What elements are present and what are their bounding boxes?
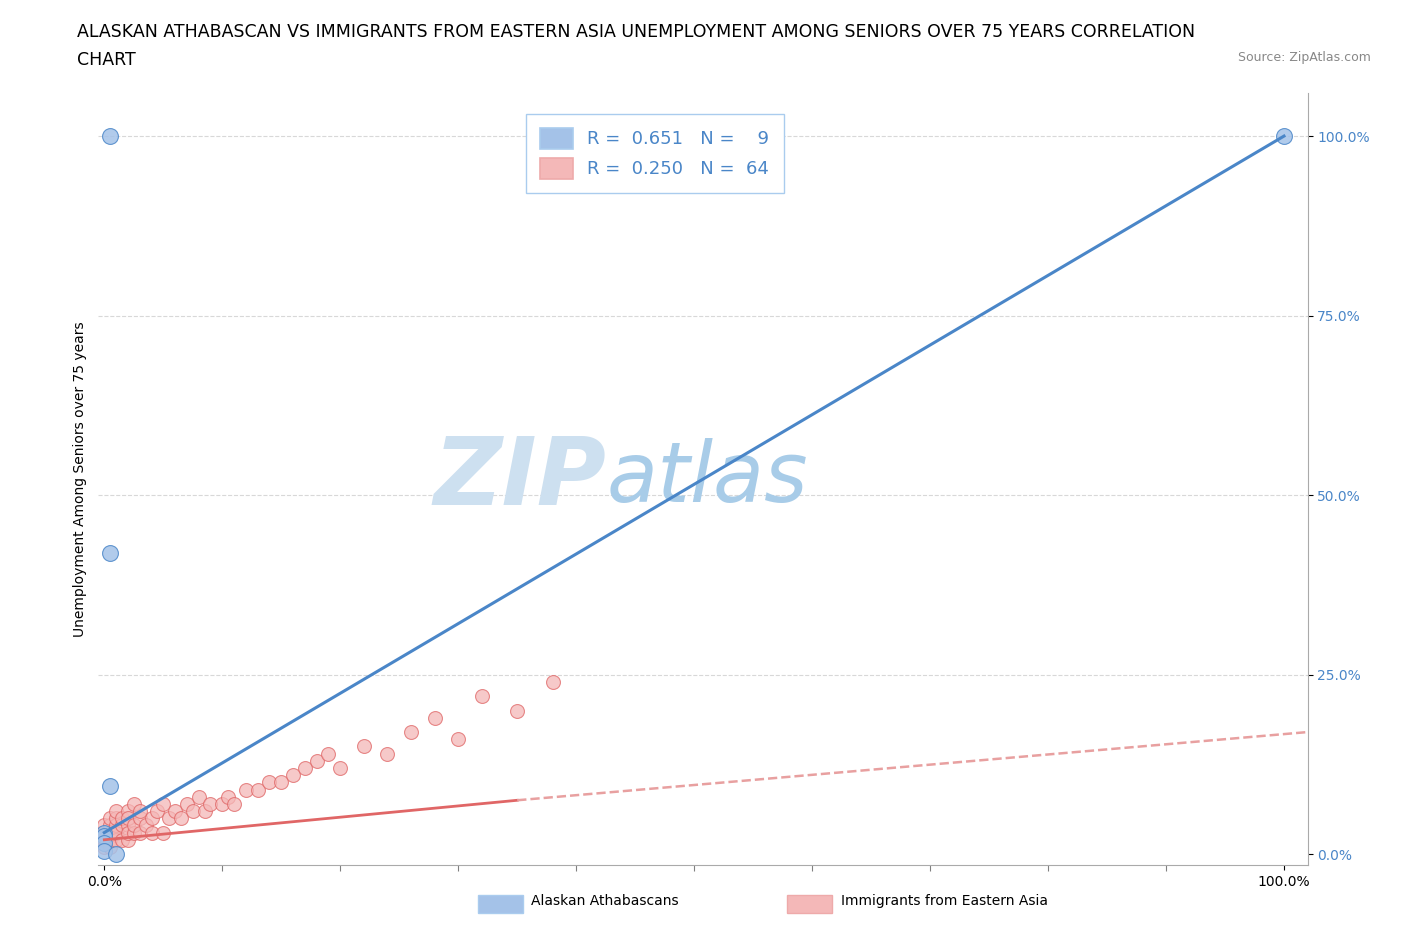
Point bbox=[117, 818, 139, 833]
Point bbox=[152, 825, 174, 840]
Point bbox=[122, 818, 145, 833]
Point bbox=[246, 782, 269, 797]
Point bbox=[294, 761, 316, 776]
Point bbox=[377, 746, 399, 761]
Point bbox=[176, 796, 198, 811]
Point bbox=[93, 825, 115, 840]
Point bbox=[318, 746, 340, 761]
Point bbox=[105, 804, 128, 818]
Text: CHART: CHART bbox=[77, 51, 136, 69]
Point bbox=[93, 832, 115, 847]
Point bbox=[165, 804, 187, 818]
Point bbox=[170, 811, 193, 826]
Point bbox=[105, 825, 128, 840]
Point bbox=[217, 790, 239, 804]
Point bbox=[111, 818, 134, 833]
Point bbox=[105, 846, 128, 861]
Point bbox=[117, 811, 139, 826]
Point bbox=[187, 790, 209, 804]
Point bbox=[222, 796, 245, 811]
Point bbox=[93, 825, 115, 840]
Point bbox=[423, 711, 446, 725]
Point bbox=[98, 811, 121, 826]
Text: Source: ZipAtlas.com: Source: ZipAtlas.com bbox=[1237, 51, 1371, 64]
Point bbox=[305, 753, 328, 768]
Y-axis label: Unemployment Among Seniors over 75 years: Unemployment Among Seniors over 75 years bbox=[73, 321, 87, 637]
Point bbox=[194, 804, 217, 818]
Point bbox=[98, 778, 121, 793]
Text: Alaskan Athabascans: Alaskan Athabascans bbox=[531, 894, 679, 908]
Point bbox=[128, 825, 150, 840]
Point bbox=[122, 825, 145, 840]
Point bbox=[98, 825, 121, 840]
Point bbox=[105, 811, 128, 826]
Point bbox=[98, 840, 121, 855]
Text: ALASKAN ATHABASCAN VS IMMIGRANTS FROM EASTERN ASIA UNEMPLOYMENT AMONG SENIORS OV: ALASKAN ATHABASCAN VS IMMIGRANTS FROM EA… bbox=[77, 23, 1195, 41]
Point bbox=[157, 811, 180, 826]
Point bbox=[1272, 128, 1295, 143]
Point bbox=[111, 811, 134, 826]
Point bbox=[93, 829, 115, 844]
Point bbox=[98, 545, 121, 560]
Point bbox=[141, 825, 163, 840]
Point bbox=[281, 767, 304, 782]
Point bbox=[117, 832, 139, 847]
Point bbox=[98, 128, 121, 143]
Point bbox=[105, 832, 128, 847]
Point bbox=[128, 804, 150, 818]
Point bbox=[447, 732, 470, 747]
Point bbox=[152, 796, 174, 811]
Point bbox=[93, 840, 115, 855]
Legend: R =  0.651   N =    9, R =  0.250   N =  64: R = 0.651 N = 9, R = 0.250 N = 64 bbox=[526, 113, 783, 193]
Point bbox=[141, 811, 163, 826]
Point bbox=[128, 811, 150, 826]
Point bbox=[471, 689, 494, 704]
Point bbox=[98, 818, 121, 833]
Point bbox=[105, 825, 128, 840]
Text: atlas: atlas bbox=[606, 438, 808, 520]
Point bbox=[146, 804, 169, 818]
Point bbox=[122, 796, 145, 811]
Point bbox=[117, 804, 139, 818]
Point bbox=[93, 836, 115, 851]
Point bbox=[105, 818, 128, 833]
Point bbox=[98, 832, 121, 847]
Point bbox=[211, 796, 233, 811]
Point bbox=[399, 724, 422, 739]
Text: Immigrants from Eastern Asia: Immigrants from Eastern Asia bbox=[841, 894, 1047, 908]
Text: ZIP: ZIP bbox=[433, 433, 606, 525]
Point bbox=[506, 703, 529, 718]
Point bbox=[270, 775, 292, 790]
Point bbox=[541, 674, 564, 689]
Point bbox=[329, 761, 352, 776]
Point bbox=[117, 825, 139, 840]
Point bbox=[111, 832, 134, 847]
Point bbox=[235, 782, 257, 797]
Point bbox=[181, 804, 204, 818]
Point bbox=[135, 818, 157, 833]
Point bbox=[353, 739, 375, 754]
Point bbox=[93, 844, 115, 858]
Point bbox=[200, 796, 222, 811]
Point bbox=[259, 775, 281, 790]
Point bbox=[98, 832, 121, 847]
Point bbox=[93, 818, 115, 833]
